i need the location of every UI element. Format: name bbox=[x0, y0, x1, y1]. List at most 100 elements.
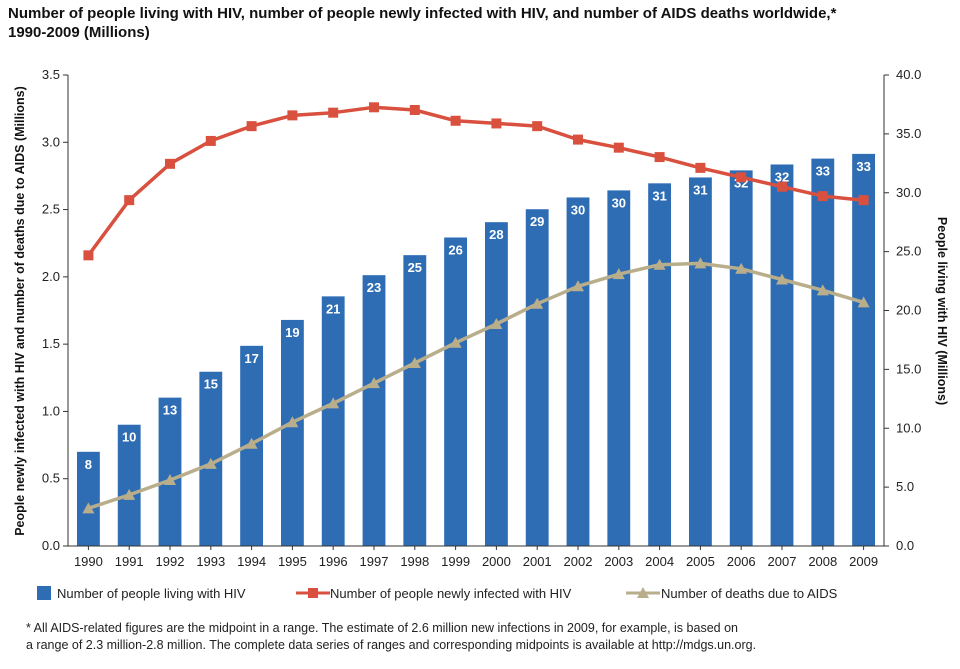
x-tick-label: 2009 bbox=[849, 554, 878, 569]
aids-deaths-point bbox=[123, 488, 136, 500]
bar-data-label: 19 bbox=[285, 325, 299, 340]
new-infections-point bbox=[287, 110, 298, 121]
right-tick-label: 35.0 bbox=[896, 126, 921, 141]
new-infections-point bbox=[654, 152, 665, 163]
bar bbox=[811, 158, 835, 547]
left-tick-label: 1.5 bbox=[42, 336, 60, 351]
aids-deaths-point bbox=[245, 437, 258, 449]
bar bbox=[852, 153, 876, 546]
bar-data-label: 29 bbox=[530, 214, 544, 229]
lines-layer bbox=[82, 102, 870, 514]
new-infections-point bbox=[777, 181, 787, 192]
x-tick-label: 1999 bbox=[441, 554, 470, 569]
right-tick-label: 15.0 bbox=[896, 361, 921, 376]
bar-data-label: 21 bbox=[326, 301, 340, 316]
x-tick-label: 2001 bbox=[523, 554, 552, 569]
chart-title: Number of people living with HIV, number… bbox=[8, 4, 948, 42]
x-tick-label: 2000 bbox=[482, 554, 511, 569]
footnote-line-2: a range of 2.3 million-2.8 million. The … bbox=[26, 638, 757, 652]
aids-deaths-point bbox=[735, 262, 748, 274]
bar-data-label: 33 bbox=[816, 164, 830, 179]
new-infections-point bbox=[124, 195, 135, 206]
right-tick-label: 0.0 bbox=[896, 538, 914, 553]
left-tick-label: 0.0 bbox=[42, 538, 60, 553]
x-tick-label: 1992 bbox=[156, 554, 185, 569]
x-tick-label: 2003 bbox=[604, 554, 633, 569]
left-tick-label: 1.0 bbox=[42, 403, 60, 418]
legend-marker-aids-deaths bbox=[637, 587, 649, 598]
x-tick-label: 1993 bbox=[196, 554, 225, 569]
bar-data-label: 10 bbox=[122, 430, 136, 445]
new-infections-point bbox=[695, 162, 706, 173]
bar bbox=[444, 237, 468, 546]
bar bbox=[321, 296, 345, 546]
new-infections-point bbox=[165, 158, 175, 169]
bar-data-label: 33 bbox=[856, 159, 870, 174]
bar-data-label: 28 bbox=[489, 227, 503, 242]
legend-label-living-with-hiv: Number of people living with HIV bbox=[57, 586, 246, 601]
bar-data-label: 23 bbox=[367, 280, 381, 295]
new-infections-point bbox=[817, 191, 828, 202]
aids-deaths-point bbox=[449, 336, 462, 348]
axes-layer: 0.0 0.5 1.0 1.5 2.0 2.5 3.0 3.5 0.0 5.0 10.0 15.0 20… bbox=[42, 67, 921, 569]
aids-deaths-point bbox=[164, 474, 176, 486]
bar-data-label: 26 bbox=[448, 242, 462, 257]
x-tick-label: 1997 bbox=[360, 554, 389, 569]
aids-deaths-point bbox=[408, 356, 421, 368]
bar-data-label: 17 bbox=[244, 351, 258, 366]
chart-title-line-2: 1990-2009 (Millions) bbox=[8, 24, 150, 41]
right-tick-label: 25.0 bbox=[896, 244, 921, 259]
bar bbox=[484, 222, 508, 546]
x-tick-label: 1996 bbox=[319, 554, 348, 569]
left-tick-label: 0.5 bbox=[42, 471, 60, 486]
x-tick-label: 2005 bbox=[686, 554, 715, 569]
bar-data-label: 31 bbox=[652, 188, 666, 203]
bar-data-label: 15 bbox=[204, 377, 218, 392]
aids-deaths-point bbox=[490, 317, 503, 329]
bar bbox=[566, 197, 590, 546]
new-infections-point bbox=[328, 107, 339, 118]
left-tick-label: 2.0 bbox=[42, 269, 60, 284]
bar bbox=[688, 177, 712, 546]
x-tick-label: 1995 bbox=[278, 554, 307, 569]
new-infections-point bbox=[491, 118, 502, 129]
bar bbox=[76, 451, 100, 546]
footnote-line-1: * All AIDS-related figures are the midpo… bbox=[26, 621, 738, 635]
bar bbox=[280, 319, 304, 546]
chart-title-line-1: Number of people living with HIV, number… bbox=[8, 5, 837, 22]
aids-deaths-point bbox=[82, 502, 95, 514]
x-tick-label: 2007 bbox=[768, 554, 797, 569]
bar-data-label: 8 bbox=[85, 457, 92, 472]
x-tick-label: 1991 bbox=[115, 554, 144, 569]
bar bbox=[117, 424, 141, 546]
bar bbox=[362, 275, 386, 546]
legend-label-aids-deaths: Number of deaths due to AIDS bbox=[661, 586, 838, 601]
new-infections-point bbox=[409, 104, 420, 115]
x-tick-label: 1990 bbox=[74, 554, 103, 569]
new-infections-point bbox=[246, 121, 257, 132]
right-axis-title: People living with HIV (Millions) bbox=[935, 217, 949, 405]
bar-data-label: 30 bbox=[612, 195, 626, 210]
aids-deaths-point bbox=[327, 397, 340, 409]
x-tick-label: 1994 bbox=[237, 554, 266, 569]
right-tick-label: 10.0 bbox=[896, 420, 921, 435]
bar-data-label: 25 bbox=[408, 260, 422, 275]
aids-deaths-point bbox=[531, 297, 544, 309]
new-infections-point bbox=[736, 172, 747, 183]
legend-swatch-living-with-hiv bbox=[37, 586, 51, 600]
right-tick-label: 40.0 bbox=[896, 67, 921, 82]
aids-deaths-point bbox=[368, 377, 380, 389]
aids-deaths-point bbox=[776, 273, 788, 285]
bar-data-label: 13 bbox=[163, 403, 177, 418]
new-infections-point bbox=[532, 121, 543, 132]
legend-label-new-infections: Number of people newly infected with HIV bbox=[330, 586, 572, 601]
new-infections-point bbox=[613, 142, 624, 153]
bar bbox=[158, 397, 182, 546]
bar bbox=[770, 164, 794, 547]
footnote: * All AIDS-related figures are the midpo… bbox=[26, 620, 926, 654]
new-infections-point bbox=[205, 135, 216, 146]
aids-deaths-point bbox=[857, 296, 870, 308]
left-axis-title: People newly infected with HIV and numbe… bbox=[13, 86, 27, 536]
new-infections-point bbox=[450, 115, 461, 126]
